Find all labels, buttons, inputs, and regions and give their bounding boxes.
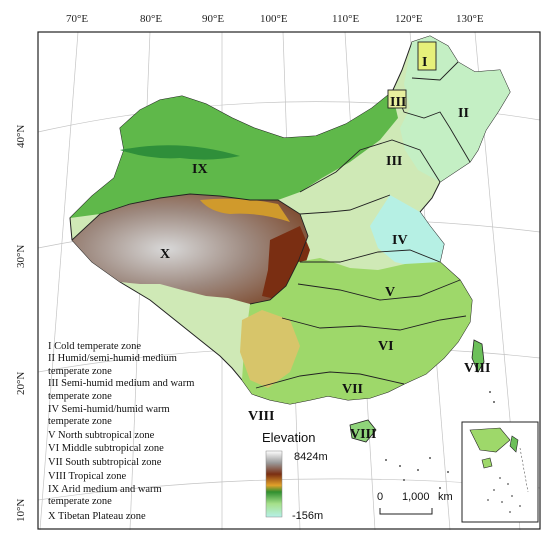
legend-item-10: VII South subtropical zone	[48, 457, 162, 468]
legend-item-7: temperate zone	[48, 416, 112, 427]
scale-unit: km	[438, 491, 453, 503]
elevation-legend: Elevation 8424m -156m	[262, 430, 328, 522]
scale-distance: 1,000	[402, 491, 430, 503]
zone-legend: I Cold temperate zone II Humid/semi-humi…	[48, 341, 194, 522]
zone-label-vii: VII	[342, 382, 363, 397]
northeast-plain	[400, 36, 510, 182]
zone-label-x: X	[160, 247, 170, 262]
legend-item-6: IV Semi-humid/humid warm	[48, 404, 170, 415]
coastal-islets	[385, 391, 495, 489]
legend-item-11: VIII Tropical zone	[48, 471, 126, 482]
latitude-label-10: 10°N	[15, 499, 27, 522]
legend-item-12: IX Arid medium and warm	[48, 484, 162, 495]
zone-iii-box	[387, 89, 407, 109]
longitude-label-100: 100°E	[260, 13, 288, 25]
zone-label-ii: II	[458, 106, 469, 121]
zone-label-iii: III	[386, 154, 402, 169]
north-china-plain	[370, 195, 444, 268]
longitude-label-80: 80°E	[140, 13, 162, 25]
zone-label-v: V	[385, 285, 395, 300]
legend-item-1: I Cold temperate zone	[48, 341, 141, 352]
legend-item-3: temperate zone	[48, 366, 112, 377]
longitude-label-70: 70°E	[66, 13, 88, 25]
legend-item-2: II Humid/semi-humid medium	[48, 353, 177, 364]
legend-item-13: temperate zone	[48, 496, 112, 507]
legend-item-5: temperate zone	[48, 391, 112, 402]
tianshan-ridge	[120, 145, 240, 160]
scale-zero: 0	[377, 491, 383, 503]
zone-label-iv: IV	[392, 233, 408, 248]
legend-item-8: V North subtropical zone	[48, 430, 155, 441]
tibet-boundary	[71, 193, 309, 305]
south-china-sea-inset	[461, 421, 539, 523]
south-china-hills	[242, 258, 472, 404]
latitude-label-20: 20°N	[15, 372, 27, 395]
latitude-labels: 40°N 30°N 20°N 10°N	[15, 125, 27, 522]
longitude-label-90: 90°E	[202, 13, 224, 25]
legend-item-4: III Semi-humid medium and warm	[48, 378, 194, 389]
elevation-min: -156m	[292, 510, 323, 522]
zone-labels: I II III IV V VI VII VIII IX X III VIII …	[160, 55, 490, 442]
longitude-label-120: 120°E	[395, 13, 423, 25]
elevation-max: 8424m	[294, 451, 328, 463]
longitude-label-130: 130°E	[456, 13, 484, 25]
tibetan-plateau	[72, 194, 308, 304]
zone-label-i: I	[422, 55, 427, 70]
yunnan-plateau	[240, 310, 300, 388]
map-frame	[37, 31, 541, 530]
longitude-label-110: 110°E	[332, 13, 359, 25]
longitude-labels: 70°E 80°E 90°E 100°E 110°E 120°E 130°E	[66, 13, 484, 25]
scale-bar: 0 1,000 km	[377, 491, 453, 515]
hainan-island	[349, 419, 377, 443]
taiwan-island	[471, 339, 485, 373]
zone-label-ix: IX	[192, 162, 208, 177]
zone-boundaries	[255, 61, 471, 389]
latitude-label-30: 30°N	[15, 245, 27, 268]
elevation-title: Elevation	[262, 430, 315, 445]
zone-label-viii-taiwan: VIII	[464, 361, 490, 376]
zone-label-viii: VIII	[248, 409, 274, 424]
elevation-color-ramp	[265, 450, 283, 518]
zone-label-iii-small: III	[390, 95, 406, 110]
legend-item-9: VI Middle subtropical zone	[48, 443, 164, 454]
latitude-label-40: 40°N	[15, 125, 27, 148]
zone-label-viii-hainan: VIII	[350, 427, 376, 442]
legend-item-14: X Tibetan Plateau zone	[48, 511, 146, 522]
zone-i-box	[417, 41, 437, 71]
qaidam-edge	[200, 198, 290, 222]
zone-label-vi: VI	[378, 339, 394, 354]
